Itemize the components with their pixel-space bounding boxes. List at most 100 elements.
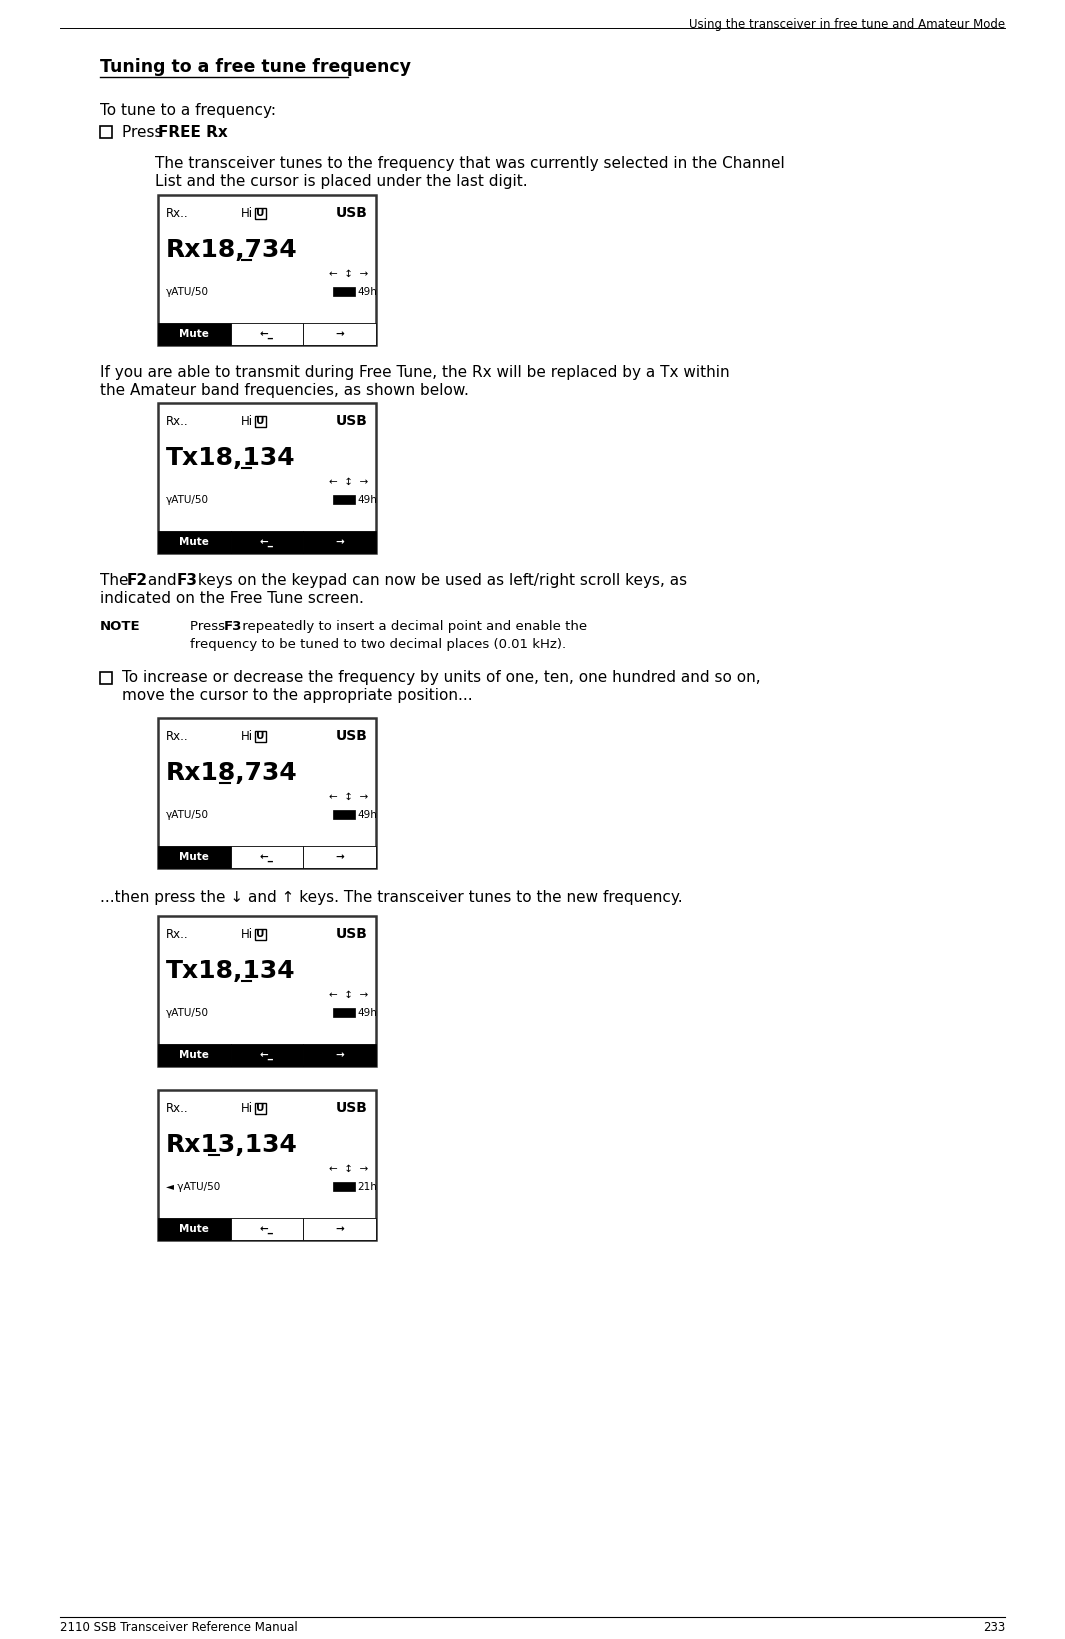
Text: Mute: Mute [179,852,209,862]
Bar [333,1008,355,1018]
Text: 2110 SSB Transceiver Reference Manual: 2110 SSB Transceiver Reference Manual [60,1621,298,1634]
Bar [158,1090,376,1241]
Bar [255,731,266,742]
Bar [231,1218,304,1241]
Text: Tx18,134: Tx18,134 [166,446,296,470]
Text: 49h: 49h [357,287,377,297]
Text: Rx18,734: Rx18,734 [166,760,298,785]
Bar [333,495,355,505]
Text: Hi: Hi [241,415,253,428]
Bar [231,846,304,869]
Text: ...then press the ↓ and ↑ keys. The transceiver tunes to the new frequency.: ...then press the ↓ and ↑ keys. The tran… [100,890,683,905]
Text: 49h: 49h [357,495,377,505]
Text: frequency to be tuned to two decimal places (0.01 kHz).: frequency to be tuned to two decimal pla… [190,638,567,651]
Bar [333,810,355,820]
Bar [158,323,231,344]
Text: Using the transceiver in free tune and Amateur Mode: Using the transceiver in free tune and A… [689,18,1005,31]
Bar [231,531,304,552]
Text: ←  ↕  →: ← ↕ → [329,269,368,279]
Text: .: . [213,125,218,139]
Text: Press: Press [190,620,229,633]
Bar [255,929,266,941]
Bar [100,672,112,683]
Text: indicated on the Free Tune screen.: indicated on the Free Tune screen. [100,592,364,606]
Bar [158,846,231,869]
Bar [100,126,112,138]
Text: repeatedly to insert a decimal point and enable the: repeatedly to insert a decimal point and… [237,620,587,633]
Text: keys on the keypad can now be used as left/right scroll keys, as: keys on the keypad can now be used as le… [193,574,687,588]
Text: Hi: Hi [241,928,253,941]
Text: ←_: ←_ [260,1224,274,1234]
Text: USB: USB [337,415,368,428]
Text: Tx18,134: Tx18,134 [166,959,296,983]
Text: Hi: Hi [241,207,253,220]
Text: USB: USB [337,1101,368,1115]
Text: ←  ↕  →: ← ↕ → [329,792,368,801]
Text: F3: F3 [224,620,243,633]
Text: →: → [335,329,344,339]
Text: ←  ↕  →: ← ↕ → [329,1164,368,1174]
Bar [158,531,231,552]
Text: Mute: Mute [179,1051,209,1060]
Text: U: U [256,929,264,939]
Text: Hi: Hi [241,1101,253,1115]
Text: move the cursor to the appropriate position...: move the cursor to the appropriate posit… [122,688,473,703]
Text: U: U [256,416,264,426]
Text: The: The [100,574,133,588]
Text: 233: 233 [983,1621,1005,1634]
Text: Mute: Mute [179,329,209,339]
Text: Hi: Hi [241,729,253,742]
Bar [231,323,304,344]
Text: 49h: 49h [357,810,377,820]
Text: F3: F3 [177,574,198,588]
Text: Mute: Mute [179,1224,209,1234]
Text: USB: USB [337,729,368,742]
Bar [304,846,376,869]
Text: F2: F2 [127,574,148,588]
Bar [333,1182,355,1192]
Text: NOTE: NOTE [100,620,141,633]
Text: FREE Rx: FREE Rx [158,125,228,139]
Bar [255,208,266,220]
Bar [333,287,355,297]
Text: ←  ↕  →: ← ↕ → [329,990,368,1000]
Text: →: → [335,538,344,547]
Text: ←_: ←_ [260,329,274,339]
Text: and: and [143,574,181,588]
Text: 21h: 21h [357,1182,377,1192]
Text: ◄ γATU/50: ◄ γATU/50 [166,1182,220,1192]
Text: →: → [335,1224,344,1234]
Bar [255,416,266,428]
Text: List and the cursor is placed under the last digit.: List and the cursor is placed under the … [155,174,527,188]
Text: Rx..: Rx.. [166,729,189,742]
Text: U: U [256,1103,264,1113]
Text: To tune to a frequency:: To tune to a frequency: [100,103,276,118]
Bar [231,1044,304,1065]
Text: the Amateur band frequencies, as shown below.: the Amateur band frequencies, as shown b… [100,384,469,398]
Text: Press: Press [122,125,167,139]
Bar [255,1103,266,1115]
Bar [158,195,376,344]
Bar [304,1044,376,1065]
Bar [158,1044,231,1065]
Text: U: U [256,731,264,741]
Bar [158,403,376,552]
Text: γATU/50: γATU/50 [166,287,209,297]
Text: If you are able to transmit during Free Tune, the Rx will be replaced by a Tx wi: If you are able to transmit during Free … [100,365,730,380]
Text: ←  ↕  →: ← ↕ → [329,477,368,487]
Text: Rx..: Rx.. [166,928,189,941]
Bar [158,718,376,869]
Text: γATU/50: γATU/50 [166,810,209,820]
Text: ←_: ←_ [260,852,274,862]
Bar [158,916,376,1065]
Text: Rx..: Rx.. [166,207,189,220]
Bar [304,1218,376,1241]
Text: →: → [335,852,344,862]
Bar [158,1218,231,1241]
Text: →: → [335,1051,344,1060]
Text: γATU/50: γATU/50 [166,1008,209,1018]
Text: ←_: ←_ [260,538,274,547]
Text: The transceiver tunes to the frequency that was currently selected in the Channe: The transceiver tunes to the frequency t… [155,156,785,170]
Text: USB: USB [337,207,368,220]
Text: Tuning to a free tune frequency: Tuning to a free tune frequency [100,57,411,75]
